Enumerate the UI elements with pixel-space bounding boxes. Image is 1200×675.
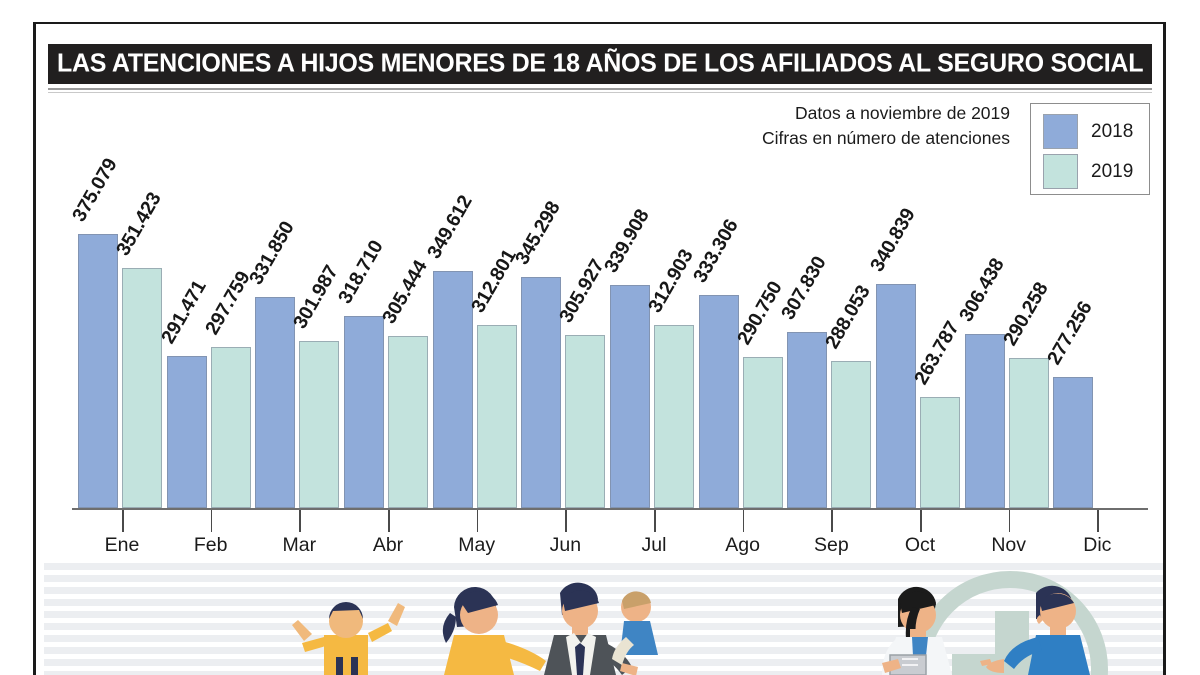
- infographic-root: LAS ATENCIONES A HIJOS MENORES DE 18 AÑO…: [0, 0, 1200, 675]
- bar-jul-2019[interactable]: [654, 325, 694, 508]
- value-label-nov-2019: 290.258: [999, 279, 1053, 350]
- bar-group: 375.079351.423: [78, 100, 166, 508]
- bars-container: 375.079351.423291.471297.759331.850301.9…: [48, 100, 1152, 508]
- x-label-jun: Jun: [520, 534, 610, 557]
- x-tick-sep: [831, 510, 833, 532]
- bar-group: 345.298305.927: [521, 100, 609, 508]
- value-label-ene-2019: 351.423: [112, 189, 166, 260]
- figure-woman-yellow: [443, 587, 546, 675]
- x-label-dic: Dic: [1052, 534, 1142, 557]
- x-tick-ene: [122, 510, 124, 532]
- bar-oct-2019[interactable]: [920, 397, 960, 508]
- x-label-may: May: [432, 534, 522, 557]
- bar-ago-2018[interactable]: [699, 295, 739, 508]
- value-label-sep-2019: 288.053: [821, 282, 875, 353]
- frame-border-right: [1163, 22, 1166, 675]
- page-title: LAS ATENCIONES A HIJOS MENORES DE 18 AÑO…: [57, 50, 1143, 79]
- bar-group: 340.839263.787: [876, 100, 964, 508]
- figure-doctor: [882, 587, 952, 675]
- x-tick-nov: [1009, 510, 1011, 532]
- title-bar: LAS ATENCIONES A HIJOS MENORES DE 18 AÑO…: [48, 44, 1152, 84]
- figure-man-blue: [980, 586, 1090, 675]
- bar-ago-2019[interactable]: [743, 357, 783, 508]
- x-label-feb: Feb: [166, 534, 256, 557]
- x-tick-ago: [743, 510, 745, 532]
- value-label-oct-2019: 263.787: [910, 318, 964, 389]
- bar-group: 318.710305.444: [344, 100, 432, 508]
- x-label-abr: Abr: [343, 534, 433, 557]
- x-label-jul: Jul: [609, 534, 699, 557]
- bar-group: 291.471297.759: [167, 100, 255, 508]
- bar-dic-2018[interactable]: [1053, 377, 1093, 508]
- x-label-mar: Mar: [254, 534, 344, 557]
- bar-oct-2018[interactable]: [876, 284, 916, 508]
- x-tick-mar: [299, 510, 301, 532]
- bar-group: 339.908312.903: [610, 100, 698, 508]
- bar-ene-2019[interactable]: [122, 268, 162, 508]
- bar-chart-plot: 375.079351.423291.471297.759331.850301.9…: [48, 100, 1152, 512]
- x-tick-feb: [211, 510, 213, 532]
- bar-sep-2019[interactable]: [831, 361, 871, 508]
- title-rule-thin: [48, 92, 1152, 93]
- bar-abr-2019[interactable]: [388, 336, 428, 508]
- bar-mar-2018[interactable]: [255, 297, 295, 508]
- bar-group: 333.306290.750: [699, 100, 787, 508]
- figure-child-waving: [292, 602, 405, 675]
- bar-nov-2018[interactable]: [965, 334, 1005, 508]
- bar-group: 307.830288.053: [787, 100, 875, 508]
- x-label-nov: Nov: [964, 534, 1054, 557]
- x-axis-line: [72, 508, 1148, 510]
- bar-group: 277.256: [1053, 100, 1141, 508]
- x-tick-jun: [565, 510, 567, 532]
- bar-abr-2018[interactable]: [344, 316, 384, 508]
- x-label-ago: Ago: [698, 534, 788, 557]
- value-label-jul-2019: 312.903: [644, 246, 698, 317]
- illustration-band: [36, 563, 1163, 675]
- value-label-abr-2019: 305.444: [378, 256, 432, 327]
- bar-group: 349.612312.801: [433, 100, 521, 508]
- bar-mar-2019[interactable]: [299, 341, 339, 508]
- bar-jul-2018[interactable]: [610, 285, 650, 508]
- x-tick-jul: [654, 510, 656, 532]
- bar-ene-2018[interactable]: [78, 234, 118, 508]
- bar-may-2018[interactable]: [433, 271, 473, 508]
- frame-border-top: [33, 22, 1166, 24]
- bar-group: 331.850301.987: [255, 100, 343, 508]
- bar-nov-2019[interactable]: [1009, 358, 1049, 508]
- bar-group: 306.438290.258: [965, 100, 1053, 508]
- value-label-ene-2018: 375.079: [68, 154, 122, 225]
- x-tick-oct: [920, 510, 922, 532]
- x-label-sep: Sep: [786, 534, 876, 557]
- x-tick-abr: [388, 510, 390, 532]
- bar-jun-2018[interactable]: [521, 277, 561, 508]
- title-rule-thick: [48, 88, 1152, 90]
- bar-feb-2018[interactable]: [167, 356, 207, 508]
- figure-baby: [612, 591, 658, 665]
- x-tick-may: [477, 510, 479, 532]
- bar-may-2019[interactable]: [477, 325, 517, 508]
- bar-jun-2019[interactable]: [565, 335, 605, 508]
- bar-feb-2019[interactable]: [211, 347, 251, 508]
- x-tick-dic: [1097, 510, 1099, 532]
- x-label-ene: Ene: [77, 534, 167, 557]
- x-label-oct: Oct: [875, 534, 965, 557]
- people-illustration: [36, 563, 1163, 675]
- bar-sep-2018[interactable]: [787, 332, 827, 508]
